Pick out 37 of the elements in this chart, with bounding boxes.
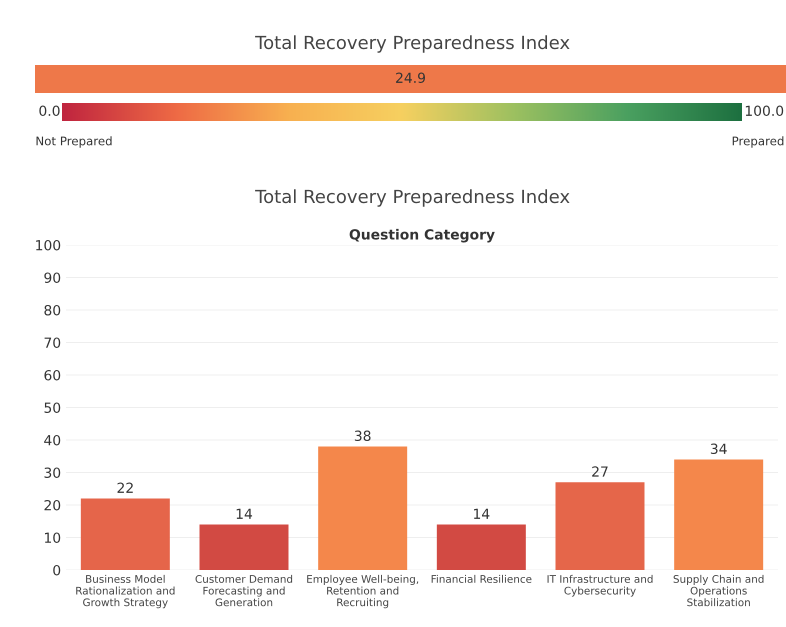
x-tick-label: Supply Chain and Operations Stabilization: [674, 574, 764, 606]
data-label: 34: [710, 444, 727, 454]
x-tick-label: Financial Resilience: [432, 574, 532, 583]
y-tick-label: 70: [44, 337, 60, 348]
bar: [318, 446, 408, 570]
text: Prepared: [732, 136, 784, 148]
data-label: 22: [118, 482, 133, 493]
y-tick-label: 20: [44, 500, 60, 510]
y-tick-label: 0: [53, 564, 60, 576]
y-tick-label: 30: [44, 467, 60, 478]
x-tick-label: Employee Well-being, Retention and Recruiting: [307, 574, 418, 608]
text: 0.0: [39, 106, 60, 116]
text: Total Recovery Preparedness Index: [255, 35, 570, 53]
y-tick-label: 50: [44, 402, 60, 413]
x-tick-label: Business Model Rationalization and Growth Strategy: [76, 574, 174, 608]
y-tick-label: 90: [44, 272, 60, 283]
chart-title: Total Recovery Preparedness Index: [255, 189, 570, 207]
data-label: 14: [236, 508, 252, 519]
bar: [200, 524, 288, 570]
x-tick-label: Customer Demand Forecasting and Generation: [196, 574, 292, 606]
text: Not Prepared: [36, 136, 112, 148]
text: 100.0: [746, 106, 784, 116]
x-axis-title: Question Category: [350, 228, 495, 242]
y-tick-label: 10: [44, 532, 60, 543]
data-label: 14: [474, 508, 490, 519]
bar: [556, 482, 644, 570]
data-label: 38: [354, 430, 371, 442]
y-tick-label: 100: [36, 240, 60, 250]
y-tick-label: 60: [44, 370, 60, 380]
bar: [674, 460, 764, 570]
bar: [80, 498, 170, 570]
y-tick-label: 40: [44, 434, 60, 446]
bar: [436, 524, 526, 570]
x-tick-label: IT Infrastructure and Cybersecurity: [548, 574, 653, 597]
data-label: 24.9: [396, 72, 425, 84]
y-tick-label: 80: [44, 304, 60, 316]
data-label: 27: [592, 466, 608, 477]
